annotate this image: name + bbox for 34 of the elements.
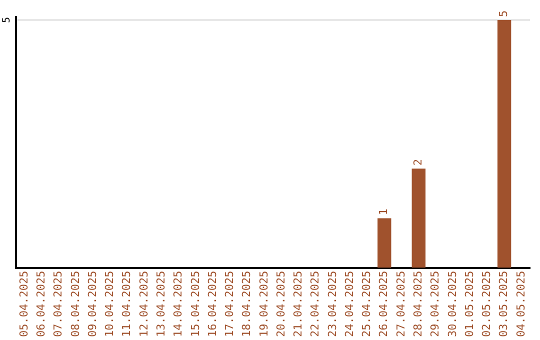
x-tick-label: 02.05.2025 [480, 270, 494, 338]
ref-line-label: 5 [2, 16, 13, 24]
x-tick-label: 30.04.2025 [446, 270, 459, 338]
x-tick-label: 11.04.2025 [120, 270, 134, 338]
x-tick-label: 13.04.2025 [154, 270, 168, 338]
x-tick-label: 05.04.2025 [17, 270, 30, 338]
x-tick-label: 28.04.2025 [411, 270, 424, 338]
x-tick-label: 23.04.2025 [326, 270, 339, 338]
x-tick-label: 16.04.2025 [206, 270, 219, 338]
x-tick-label: 08.04.2025 [68, 270, 82, 338]
x-tick-label: 04.05.2025 [514, 270, 528, 338]
x-tick-label: 12.04.2025 [137, 270, 150, 338]
x-tick-label: 17.04.2025 [223, 270, 236, 338]
x-tick-label: 19.04.2025 [257, 270, 270, 338]
x-tick-label: 26.04.2025 [377, 270, 390, 338]
x-tick-label: 10.04.2025 [103, 270, 116, 338]
x-tick-label: 18.04.2025 [240, 270, 254, 338]
x-tick-label: 25.04.2025 [360, 270, 374, 338]
data-label: 2 [411, 159, 424, 166]
x-tick-label: 27.04.2025 [394, 270, 408, 338]
x-tick-label: 20.04.2025 [274, 270, 288, 338]
x-tick-label: 15.04.2025 [188, 270, 202, 338]
data-label: 5 [497, 10, 510, 17]
x-tick-label: 21.04.2025 [292, 270, 305, 338]
x-tick-label: 01.05.2025 [462, 270, 476, 338]
x-tick-label: 22.04.2025 [308, 270, 322, 338]
x-tick-label: 07.04.2025 [52, 270, 65, 338]
x-tick-label: 09.04.2025 [86, 270, 99, 338]
x-tick-label: 06.04.2025 [34, 270, 48, 338]
data-label: 1 [377, 208, 390, 216]
x-tick-label: 03.05.2025 [497, 270, 510, 338]
x-tick-label: 24.04.2025 [342, 270, 356, 338]
x-tick-label: 29.04.2025 [428, 270, 442, 338]
x-tick-label: 14.04.2025 [172, 270, 185, 338]
